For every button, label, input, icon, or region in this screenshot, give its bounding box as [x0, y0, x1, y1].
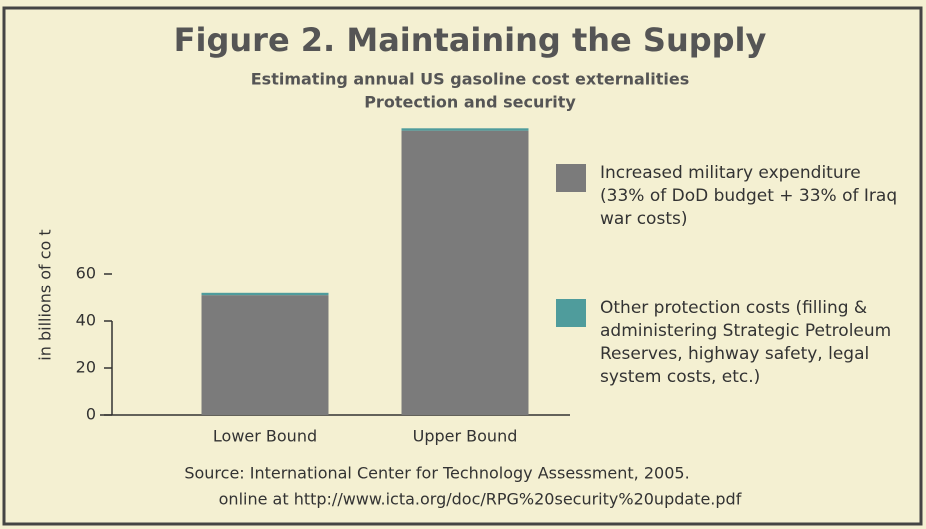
- y-tick-label: 40: [76, 311, 96, 330]
- legend-label: Other protection costs (filling & admini…: [600, 298, 892, 387]
- legend-swatch: [556, 164, 586, 192]
- legend-item: Increased military expenditure (33% of D…: [556, 162, 906, 231]
- x-tick-label: Lower Bound: [213, 427, 317, 446]
- frame: [2, 6, 923, 526]
- y-tick-label: 60: [76, 264, 96, 283]
- bar-segment: [201, 295, 329, 415]
- legend-label: Increased military expenditure (33% of D…: [600, 163, 898, 229]
- bar-segment: [401, 130, 529, 415]
- chart-title: Figure 2. Maintaining the Supply: [174, 21, 767, 59]
- bar-segment: [201, 292, 329, 296]
- subtitle: Protection and security: [364, 93, 576, 112]
- source: Source: International Center for Technol…: [184, 464, 689, 483]
- y-axis-label: in billions of co t: [36, 229, 55, 360]
- source: online at http://www.icta.org/doc/RPG%20…: [219, 490, 742, 509]
- legend-item: Other protection costs (filling & admini…: [556, 297, 906, 389]
- y-tick-label: 0: [86, 405, 96, 424]
- y-tick-label: 20: [76, 358, 96, 377]
- subtitle: Estimating annual US gasoline cost exter…: [251, 70, 690, 89]
- bar-segment: [401, 128, 529, 131]
- legend-swatch: [556, 299, 586, 327]
- x-tick-label: Upper Bound: [413, 427, 518, 446]
